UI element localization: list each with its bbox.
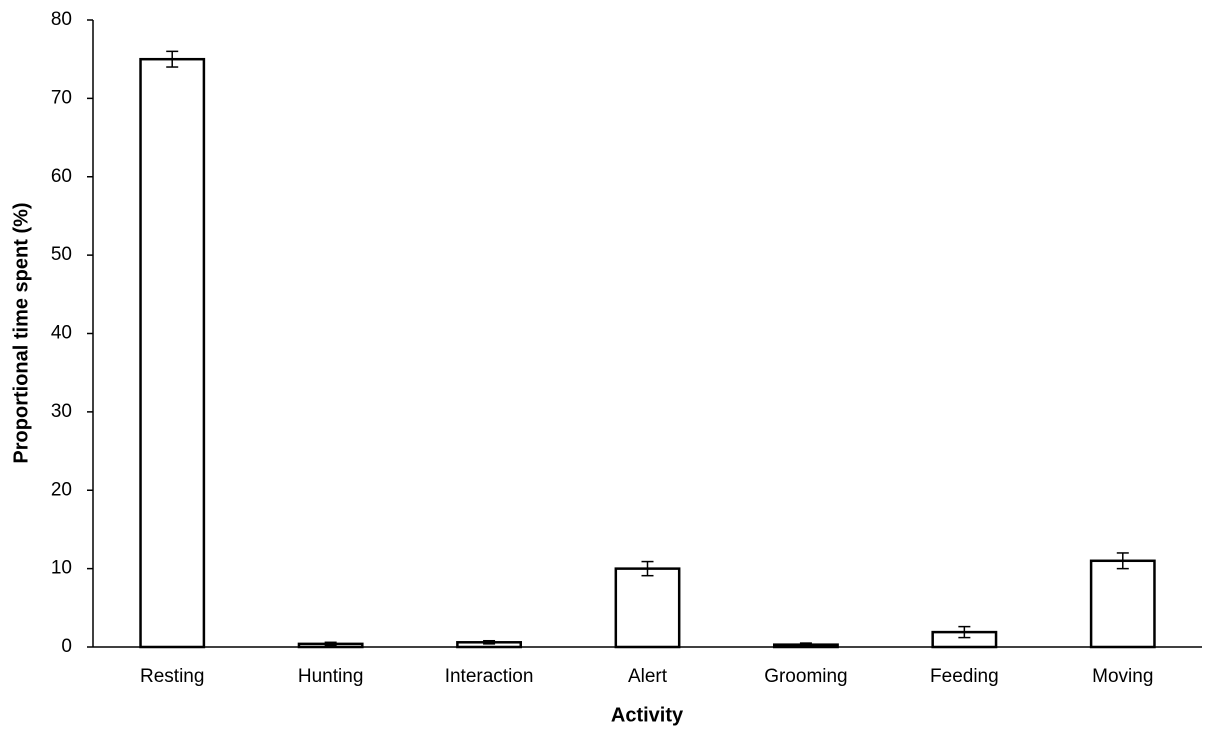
bar — [614, 567, 681, 649]
x-tick-label: Feeding — [930, 666, 999, 687]
x-tick-label: Resting — [140, 666, 204, 687]
y-tick-label: 50 — [51, 244, 72, 265]
bar — [1089, 559, 1156, 649]
y-tick-label: 30 — [51, 401, 72, 422]
x-tick-label: Alert — [628, 666, 668, 687]
y-tick-label: 40 — [51, 323, 72, 344]
bar — [139, 57, 206, 649]
y-tick-label: 60 — [51, 166, 72, 187]
x-tick-label: Interaction — [445, 666, 534, 687]
x-tick-label: Grooming — [764, 666, 847, 687]
x-tick-label: Moving — [1092, 666, 1153, 687]
x-axis-title: Activity — [611, 704, 684, 726]
y-tick-label: 0 — [61, 636, 72, 657]
y-tick-label: 10 — [51, 558, 72, 579]
y-tick-label: 80 — [51, 9, 72, 30]
y-tick-label: 20 — [51, 479, 72, 500]
y-axis-title: Proportional time spent (%) — [10, 202, 32, 463]
y-tick-label: 70 — [51, 87, 72, 108]
x-tick-label: Hunting — [298, 666, 364, 687]
